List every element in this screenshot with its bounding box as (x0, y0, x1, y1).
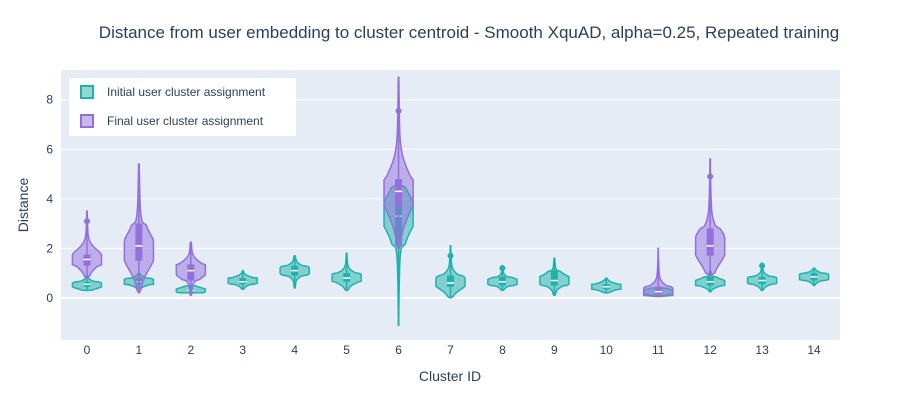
x-tick-label: 4 (291, 343, 298, 357)
outlier-point (707, 173, 714, 180)
violin-initial (487, 264, 518, 292)
x-tick-label: 1 (136, 343, 143, 357)
x-tick-label: 9 (551, 343, 558, 357)
y-tick-label: 6 (46, 142, 53, 156)
x-tick-label: 2 (187, 343, 194, 357)
outlier-point (395, 107, 402, 114)
violins (71, 76, 830, 326)
violin-initial (798, 267, 830, 287)
y-axis-ticks: 0 2 4 6 8 (46, 93, 53, 305)
x-tick-label: 8 (499, 343, 506, 357)
x-tick-label: 0 (84, 343, 91, 357)
violin-final (175, 241, 207, 297)
legend-background (69, 78, 296, 136)
y-tick-label: 2 (46, 241, 53, 255)
violin-initial (279, 255, 310, 289)
violin-final (123, 163, 155, 294)
y-axis-label: Distance (15, 178, 31, 233)
x-tick-label: 11 (652, 343, 665, 357)
legend-item-final[interactable]: Final user cluster assignment (80, 114, 264, 128)
legend-label-initial: Initial user cluster assignment (107, 85, 266, 99)
violin-initial (435, 245, 466, 299)
violin-final (383, 76, 414, 250)
legend-swatch-initial (80, 85, 94, 99)
x-tick-label: 13 (755, 343, 769, 357)
legend-swatch-final (80, 114, 94, 128)
violin-final (71, 210, 103, 279)
outlier-point (499, 265, 506, 272)
legend-item-initial[interactable]: Initial user cluster assignment (80, 85, 266, 99)
y-tick-label: 0 (46, 291, 53, 305)
outlier-point (83, 218, 90, 225)
violin-initial (331, 252, 362, 292)
y-tick-label: 4 (46, 192, 53, 206)
outlier-point (759, 262, 766, 269)
x-tick-label: 3 (239, 343, 246, 357)
violin-initial (539, 257, 570, 297)
legend-label-final: Final user cluster assignment (107, 114, 264, 128)
x-axis-label: Cluster ID (419, 368, 481, 384)
violin-initial (227, 269, 259, 290)
legend[interactable]: Initial user cluster assignment Final us… (69, 78, 296, 136)
x-tick-label: 12 (703, 343, 717, 357)
y-tick-label: 8 (46, 93, 53, 107)
violin-final (694, 158, 726, 277)
violin-final (642, 247, 674, 298)
violin-initial (591, 277, 622, 294)
outlier-point (447, 252, 454, 259)
x-tick-label: 6 (395, 343, 402, 357)
x-tick-label: 10 (600, 343, 614, 357)
violin-initial (746, 262, 778, 292)
x-tick-label: 14 (807, 343, 821, 357)
x-tick-label: 5 (343, 343, 350, 357)
x-tick-label: 7 (447, 343, 454, 357)
chart-title: Distance from user embedding to cluster … (99, 23, 839, 42)
x-axis-ticks: 0 1 2 3 4 5 6 7 8 9 10 11 12 13 14 (84, 343, 821, 357)
